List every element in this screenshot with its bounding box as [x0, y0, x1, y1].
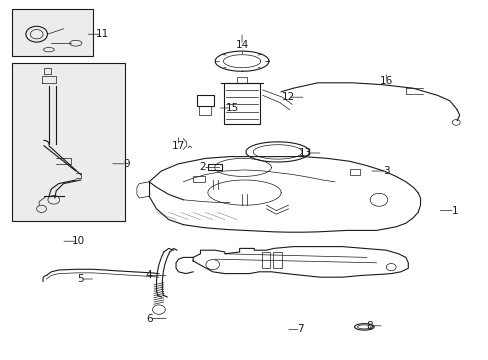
- Text: 8: 8: [365, 321, 372, 331]
- Text: 11: 11: [96, 29, 109, 39]
- Text: 4: 4: [145, 270, 152, 280]
- Bar: [272, 252, 281, 268]
- Bar: [199, 106, 211, 115]
- Bar: [223, 83, 260, 124]
- Bar: [349, 169, 360, 175]
- Bar: [12, 63, 124, 221]
- Text: 17: 17: [171, 141, 185, 151]
- Text: 16: 16: [379, 76, 392, 86]
- Text: 5: 5: [77, 274, 84, 284]
- Text: 15: 15: [225, 103, 239, 113]
- Bar: [193, 176, 205, 182]
- Text: 12: 12: [281, 92, 295, 102]
- Text: 2: 2: [199, 162, 206, 172]
- Text: 14: 14: [235, 40, 248, 50]
- Text: 3: 3: [382, 166, 389, 176]
- Text: 10: 10: [72, 236, 84, 246]
- Text: 1: 1: [450, 206, 457, 216]
- Text: 6: 6: [145, 314, 152, 324]
- Text: 13: 13: [298, 148, 312, 158]
- Bar: [207, 164, 221, 170]
- Text: 9: 9: [123, 159, 130, 169]
- Text: 7: 7: [297, 324, 304, 334]
- Bar: [261, 252, 270, 268]
- Bar: [196, 95, 214, 106]
- Bar: [207, 164, 221, 170]
- Bar: [12, 9, 93, 56]
